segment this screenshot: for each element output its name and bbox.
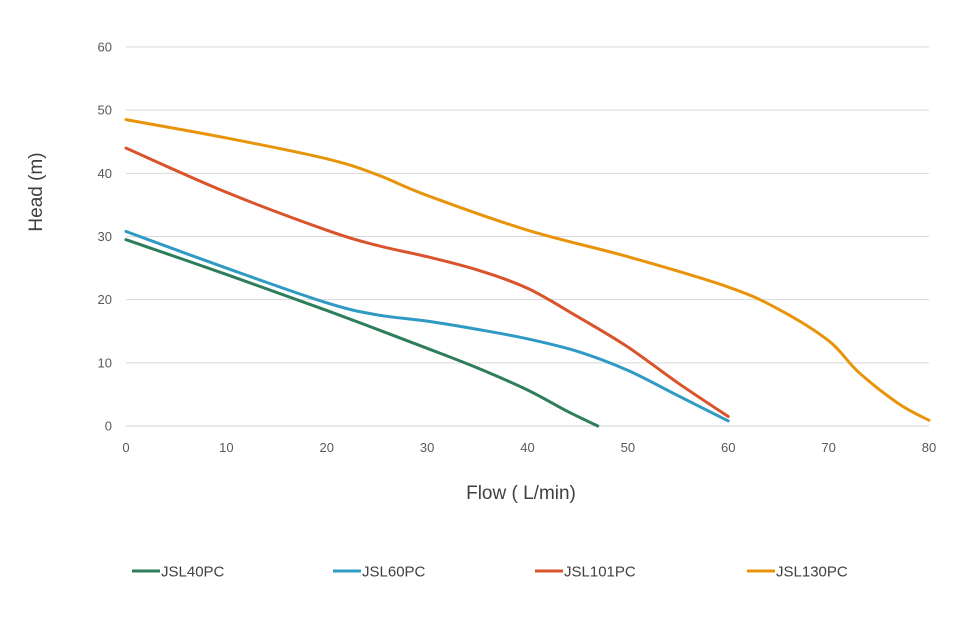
- y-axis-title: Head (m): [26, 152, 47, 231]
- legend-item-jsl101pc: JSL101PC: [535, 564, 636, 581]
- legend-item-jsl40pc: JSL40PC: [132, 564, 225, 581]
- x-tick-label: 20: [320, 440, 334, 455]
- x-tick-label: 70: [821, 440, 835, 455]
- x-axis-ticks: 0 10 20 30 40 50 60 70 80: [122, 440, 936, 455]
- y-tick-label: 0: [105, 419, 112, 434]
- legend-label: JSL40PC: [161, 564, 225, 581]
- y-tick-label: 30: [98, 229, 112, 244]
- y-tick-label: 40: [98, 166, 112, 181]
- series-line-jsl101pc: [124, 146, 730, 419]
- legend: JSL40PC JSL60PC JSL101PC JSL130PC: [132, 564, 848, 581]
- gridlines: [126, 46, 929, 427]
- y-tick-label: 50: [98, 103, 112, 118]
- x-axis-title: Flow ( L/min): [466, 483, 576, 504]
- x-tick-label: 30: [420, 440, 434, 455]
- x-tick-label: 0: [122, 440, 129, 455]
- legend-item-jsl130pc: JSL130PC: [747, 564, 848, 581]
- x-tick-label: 40: [520, 440, 534, 455]
- series-line-jsl130pc: [124, 118, 931, 422]
- legend-label: JSL130PC: [776, 564, 848, 581]
- series-line-jsl40pc: [124, 238, 600, 428]
- y-tick-label: 60: [98, 40, 112, 55]
- y-tick-label: 20: [98, 292, 112, 307]
- series-lines: [124, 118, 931, 428]
- legend-label: JSL60PC: [362, 564, 426, 581]
- x-tick-label: 60: [721, 440, 735, 455]
- x-tick-label: 50: [621, 440, 635, 455]
- series-line-jsl60pc: [124, 229, 730, 423]
- y-tick-label: 10: [98, 355, 112, 370]
- x-tick-label: 10: [219, 440, 233, 455]
- legend-label: JSL101PC: [564, 564, 636, 581]
- x-tick-label: 80: [922, 440, 936, 455]
- y-axis-ticks: 0 10 20 30 40 50 60: [98, 40, 112, 434]
- legend-item-jsl60pc: JSL60PC: [333, 564, 426, 581]
